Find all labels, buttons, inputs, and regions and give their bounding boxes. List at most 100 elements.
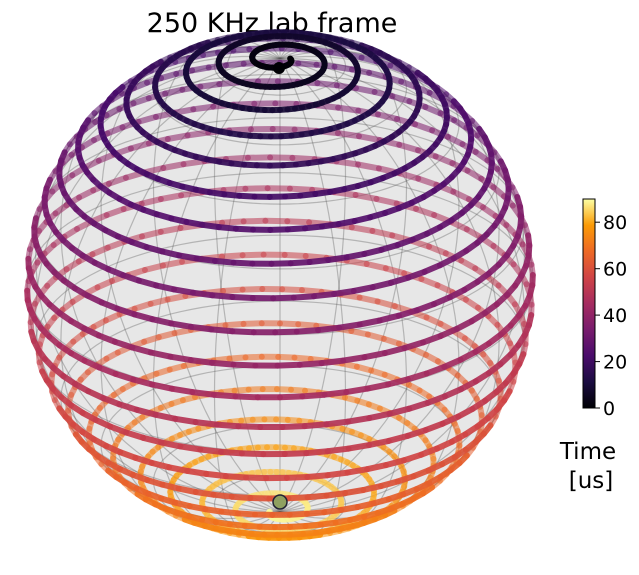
trajectory-segment (382, 457, 407, 469)
trajectory-segment (220, 185, 249, 194)
trajectory-segment (406, 399, 431, 412)
trajectory-segment (222, 320, 247, 329)
trajectory-segment (116, 401, 140, 413)
trajectory-segment (324, 469, 351, 479)
trajectory-segment (299, 287, 325, 295)
trajectory-segment (382, 265, 408, 277)
trajectory-segment (366, 410, 393, 422)
trajectory-segment (287, 259, 313, 267)
trajectory-segment (423, 363, 448, 377)
trajectory-segment (385, 376, 411, 388)
trajectory-segment (168, 320, 194, 330)
trajectory-segment (240, 320, 265, 327)
trajectory-segment (363, 261, 389, 272)
trajectory-segment (190, 103, 217, 113)
trajectory-segment (189, 389, 217, 398)
trajectory-segment (321, 389, 350, 398)
trajectory-segment (239, 286, 266, 293)
trajectory-segment (168, 385, 196, 396)
trajectory-segment (301, 421, 330, 430)
trajectory-segment (213, 421, 242, 430)
trajectory-segment (270, 294, 297, 302)
trajectory-segment (160, 258, 185, 269)
meridian-line (213, 33, 347, 537)
trajectory-segment (187, 357, 215, 366)
trajectory-segment (141, 262, 166, 273)
trajectory-segment (324, 445, 352, 455)
trajectory-segment (304, 492, 330, 501)
trajectory-segment (343, 257, 370, 267)
meridian-line (152, 37, 408, 533)
trajectory-segment (184, 129, 212, 139)
trajectory-segment (366, 437, 392, 449)
south-pole-marker (272, 494, 288, 510)
trajectory-segment (210, 391, 239, 400)
trajectory-segment (387, 274, 412, 286)
trajectory-segment (404, 427, 429, 439)
trajectory-segment (306, 257, 332, 265)
trajectory-segment (130, 376, 156, 388)
trajectory-segment (157, 225, 184, 235)
trajectory-segment (342, 487, 367, 497)
trajectory-segment (230, 361, 259, 369)
trajectory-segment (235, 423, 264, 430)
trajectory-segment (208, 326, 236, 335)
trajectory-segment (355, 161, 382, 172)
colorbar-tick-label: 60 (603, 259, 627, 281)
trajectory-segment (335, 104, 362, 114)
trajectory-segment (197, 446, 224, 455)
trajectory-segment (350, 284, 376, 294)
trajectory-segment (140, 434, 165, 446)
colorbar-label-time: Time (559, 439, 616, 465)
trajectory-segment (325, 254, 350, 263)
trajectory-segment (348, 224, 376, 234)
trajectory-segment (138, 196, 164, 207)
trajectory-segment (279, 286, 305, 294)
trajectory-segment (222, 473, 249, 481)
trajectory-segment (373, 195, 400, 207)
trajectory-segment (323, 418, 352, 428)
colorbar-tick-label: 20 (603, 352, 627, 374)
trajectory-segment (272, 328, 300, 336)
trajectory-segment (375, 111, 400, 122)
trajectory-segment (420, 333, 444, 346)
trajectory-segment (277, 320, 302, 328)
trajectory-segment (396, 170, 422, 182)
trajectory-segment (401, 339, 427, 352)
trajectory-segment (345, 415, 373, 425)
trajectory-segment (217, 448, 245, 457)
trajectory-segment (364, 381, 392, 392)
trajectory-segment (222, 154, 251, 163)
trajectory-segment (247, 495, 273, 502)
trajectory-segment (285, 494, 311, 502)
trajectory-segment (267, 154, 296, 161)
trajectory-segment (369, 279, 394, 291)
trajectory-segment (164, 293, 189, 303)
trajectory-segment (232, 393, 261, 401)
trajectory-segment (133, 406, 159, 418)
trajectory-segment (166, 464, 191, 474)
trajectory-segment (158, 439, 184, 450)
trajectory-segment (210, 491, 235, 500)
trajectory-segment (277, 393, 306, 401)
trajectory-segment (274, 78, 301, 85)
trajectory-segment (238, 450, 267, 458)
trajectory-segment (153, 282, 178, 293)
trajectory-segment (422, 420, 446, 434)
trajectory-segment (160, 161, 187, 171)
trajectory-segment (281, 251, 309, 259)
trajectory-segment (290, 293, 317, 301)
colorbar-label-units: [us] (569, 468, 614, 494)
trajectory-segment (243, 474, 270, 482)
trajectory-segment (152, 411, 179, 422)
trajectory-segment (218, 252, 246, 260)
north-pole-marker (273, 62, 285, 74)
trajectory-segment (295, 321, 320, 329)
colorbar-gradient (582, 198, 596, 409)
trajectory-segment (369, 227, 396, 239)
colorbar-tick-label: 40 (603, 305, 627, 327)
trajectory-segment (284, 218, 313, 226)
trajectory-segment (344, 466, 371, 476)
trajectory-segment (228, 493, 254, 501)
trajectory-segment (396, 141, 421, 154)
